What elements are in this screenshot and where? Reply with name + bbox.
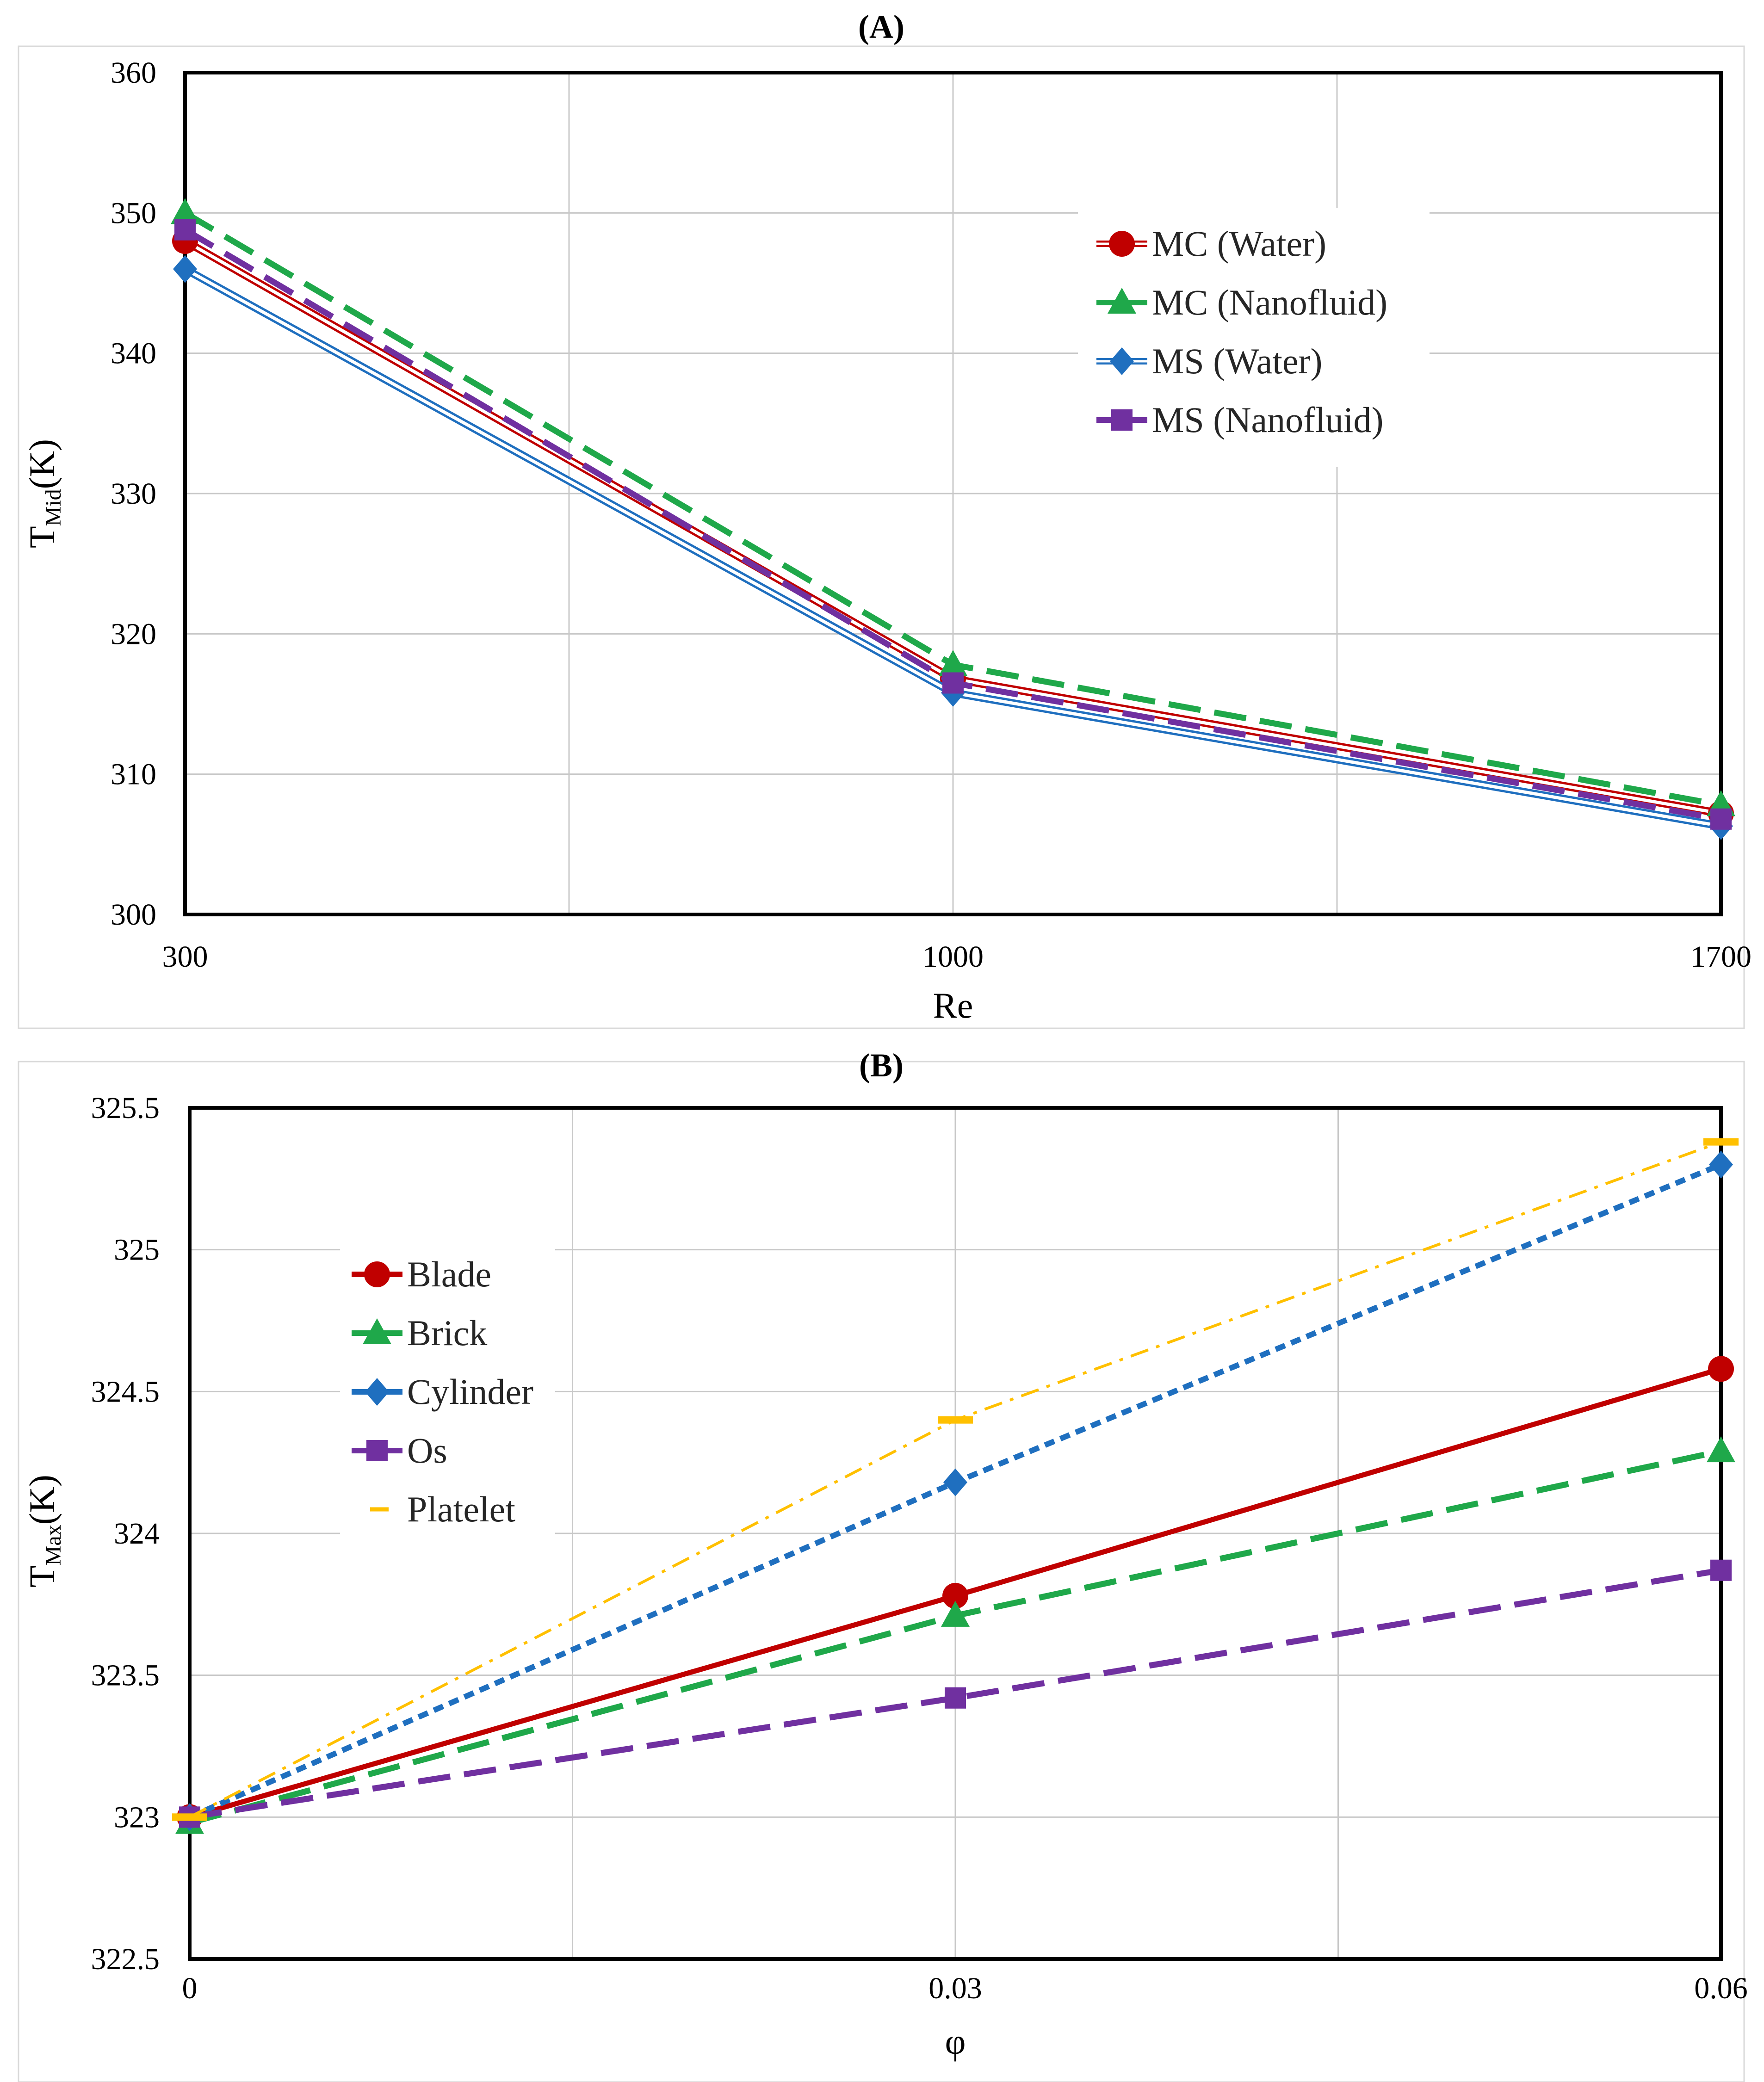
chart-a-legend-entry: MC (Water) (1096, 223, 1326, 264)
chart-b-series-os-line (189, 1567, 1722, 1820)
chart-b-series-platelet (172, 1138, 1739, 1821)
chart-a-y-tick: 350 (111, 196, 156, 230)
chart-b-legend-label: Cylinder (407, 1372, 533, 1412)
chart-b-x-title: φ (945, 2021, 966, 2062)
chart-a-legend-label: MS (Water) (1152, 341, 1322, 381)
chart-a-series-mc-nanofluid-point (171, 198, 199, 224)
chart-a-y-tick: 340 (111, 337, 156, 371)
chart-b-x-tick: 0.03 (928, 1971, 982, 2005)
chart-a-x-title: Re (933, 985, 973, 1026)
chart-b-series-platelet-point (172, 1813, 207, 1821)
chart-a-legend-marker (1111, 409, 1133, 431)
chart-b-frame (18, 1061, 1745, 2082)
chart-b-y-tick: 325.5 (91, 1091, 160, 1125)
chart-b-series-os-point (945, 1687, 966, 1709)
chart-a-series-ms-water-point (173, 255, 197, 283)
chart-a-x-tick: 1000 (922, 940, 984, 974)
chart-b-series-platelet-point (1703, 1138, 1739, 1146)
chart-b-series-blade-point (942, 1582, 968, 1609)
chart-b-legend-marker (364, 1261, 390, 1287)
chart-a-y-tick: 310 (111, 758, 156, 791)
chart-a-series-ms-nanofluid-point (942, 672, 964, 694)
chart-b-legend-entry: Platelet (370, 1489, 515, 1529)
chart-b-x-tick: 0 (182, 1971, 198, 2005)
chart-b-y-tick: 325 (114, 1233, 160, 1267)
chart-b-legend-marker (363, 1318, 391, 1344)
chart-a-series-ms-nanofluid-point (174, 219, 196, 241)
chart-b-y-title: TMax(K) (22, 1475, 66, 1588)
chart-a-legend-label: MC (Nanofluid) (1152, 282, 1387, 322)
chart-a-series-ms-nanofluid (174, 219, 1732, 830)
chart-a-legend-marker (1108, 288, 1136, 314)
chart-a-legend: MC (Water) MC (Nanofluid) MS (Water) MS (Na… (1078, 208, 1430, 467)
chart-a-legend-bg (1078, 208, 1430, 467)
chart-a-x-tick: 300 (162, 940, 208, 974)
chart-a: (A) 300 310 320 330 340 350 360 300 1000 1700 Re TMi… (18, 8, 1752, 1029)
chart-b-legend-label: Brick (407, 1313, 487, 1353)
chart-b-legend-entry: Brick (352, 1313, 487, 1353)
chart-b-y-tick: 324.5 (91, 1375, 160, 1409)
chart-b-series-os-point (1710, 1559, 1732, 1581)
chart-b-legend: Blade Brick Cylinder Os Platelet (340, 1244, 555, 1540)
chart-a-legend-label: MC (Water) (1152, 223, 1326, 264)
chart-b-legend-marker (366, 1440, 388, 1461)
chart-b-x-tick: 0.06 (1694, 1971, 1748, 2005)
chart-a-series-ms-nanofluid-point (1710, 808, 1732, 830)
chart-b-legend-entry: Os (352, 1430, 447, 1470)
chart-b-y-tick: 323.5 (91, 1659, 160, 1693)
chart-b-legend-label: Platelet (407, 1489, 515, 1529)
chart-a-x-tick: 1700 (1690, 940, 1752, 974)
chart-a-y-title: TMid(K) (22, 439, 66, 548)
chart-a-y-tick: 360 (111, 56, 156, 90)
chart-b-y-tick: 323 (114, 1800, 160, 1834)
chart-b-series-blade-point (1708, 1356, 1734, 1382)
chart-a-frame (18, 45, 1745, 1029)
chart-b-legend-entry: Cylinder (352, 1372, 533, 1412)
chart-a-legend-entry: MS (Water) (1096, 341, 1322, 381)
chart-a-y-tick: 300 (111, 898, 156, 932)
chart-b-series-brick-point (1707, 1436, 1735, 1463)
chart-a-legend-entry: MC (Nanofluid) (1096, 282, 1387, 322)
chart-a-panel-label: (A) (858, 8, 904, 45)
chart-b-legend-entry: Blade (352, 1254, 491, 1294)
chart-a-plot-area (183, 71, 1723, 916)
chart-a-legend-marker (1110, 347, 1134, 375)
chart-b-y-tick: 322.5 (91, 1942, 160, 1976)
chart-b-plot-area (188, 1106, 1723, 1961)
chart-a-y-tick: 330 (111, 477, 156, 511)
chart-b-series-platelet-point (938, 1416, 973, 1424)
chart-a-legend-entry: MS (Nanofluid) (1096, 400, 1383, 440)
chart-a-legend-marker (1109, 231, 1135, 257)
chart-b-series-cylinder-point (1709, 1150, 1733, 1179)
chart-b-legend-marker (365, 1378, 389, 1406)
chart-a-legend-label: MS (Nanofluid) (1152, 400, 1383, 440)
chart-b-series-brick-point (941, 1600, 970, 1627)
chart-b: (B) 322.5 323 323.5 324 324.5 325 325.5 0 0.03 0.0… (18, 1047, 1748, 2082)
chart-b-y-tick: 324 (114, 1517, 160, 1551)
chart-b-panel-label: (B) (859, 1047, 904, 1084)
chart-b-legend-label: Blade (407, 1254, 491, 1294)
chart-a-y-tick: 320 (111, 617, 156, 651)
chart-b-series-cylinder-point (943, 1468, 967, 1496)
chart-b-legend-label: Os (407, 1430, 447, 1470)
chart-a-series-mc-nanofluid-point (939, 650, 967, 676)
